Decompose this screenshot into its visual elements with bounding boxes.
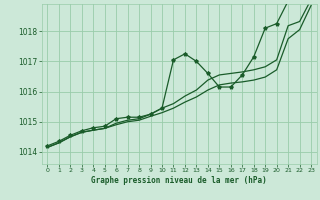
X-axis label: Graphe pression niveau de la mer (hPa): Graphe pression niveau de la mer (hPa) <box>91 176 267 185</box>
